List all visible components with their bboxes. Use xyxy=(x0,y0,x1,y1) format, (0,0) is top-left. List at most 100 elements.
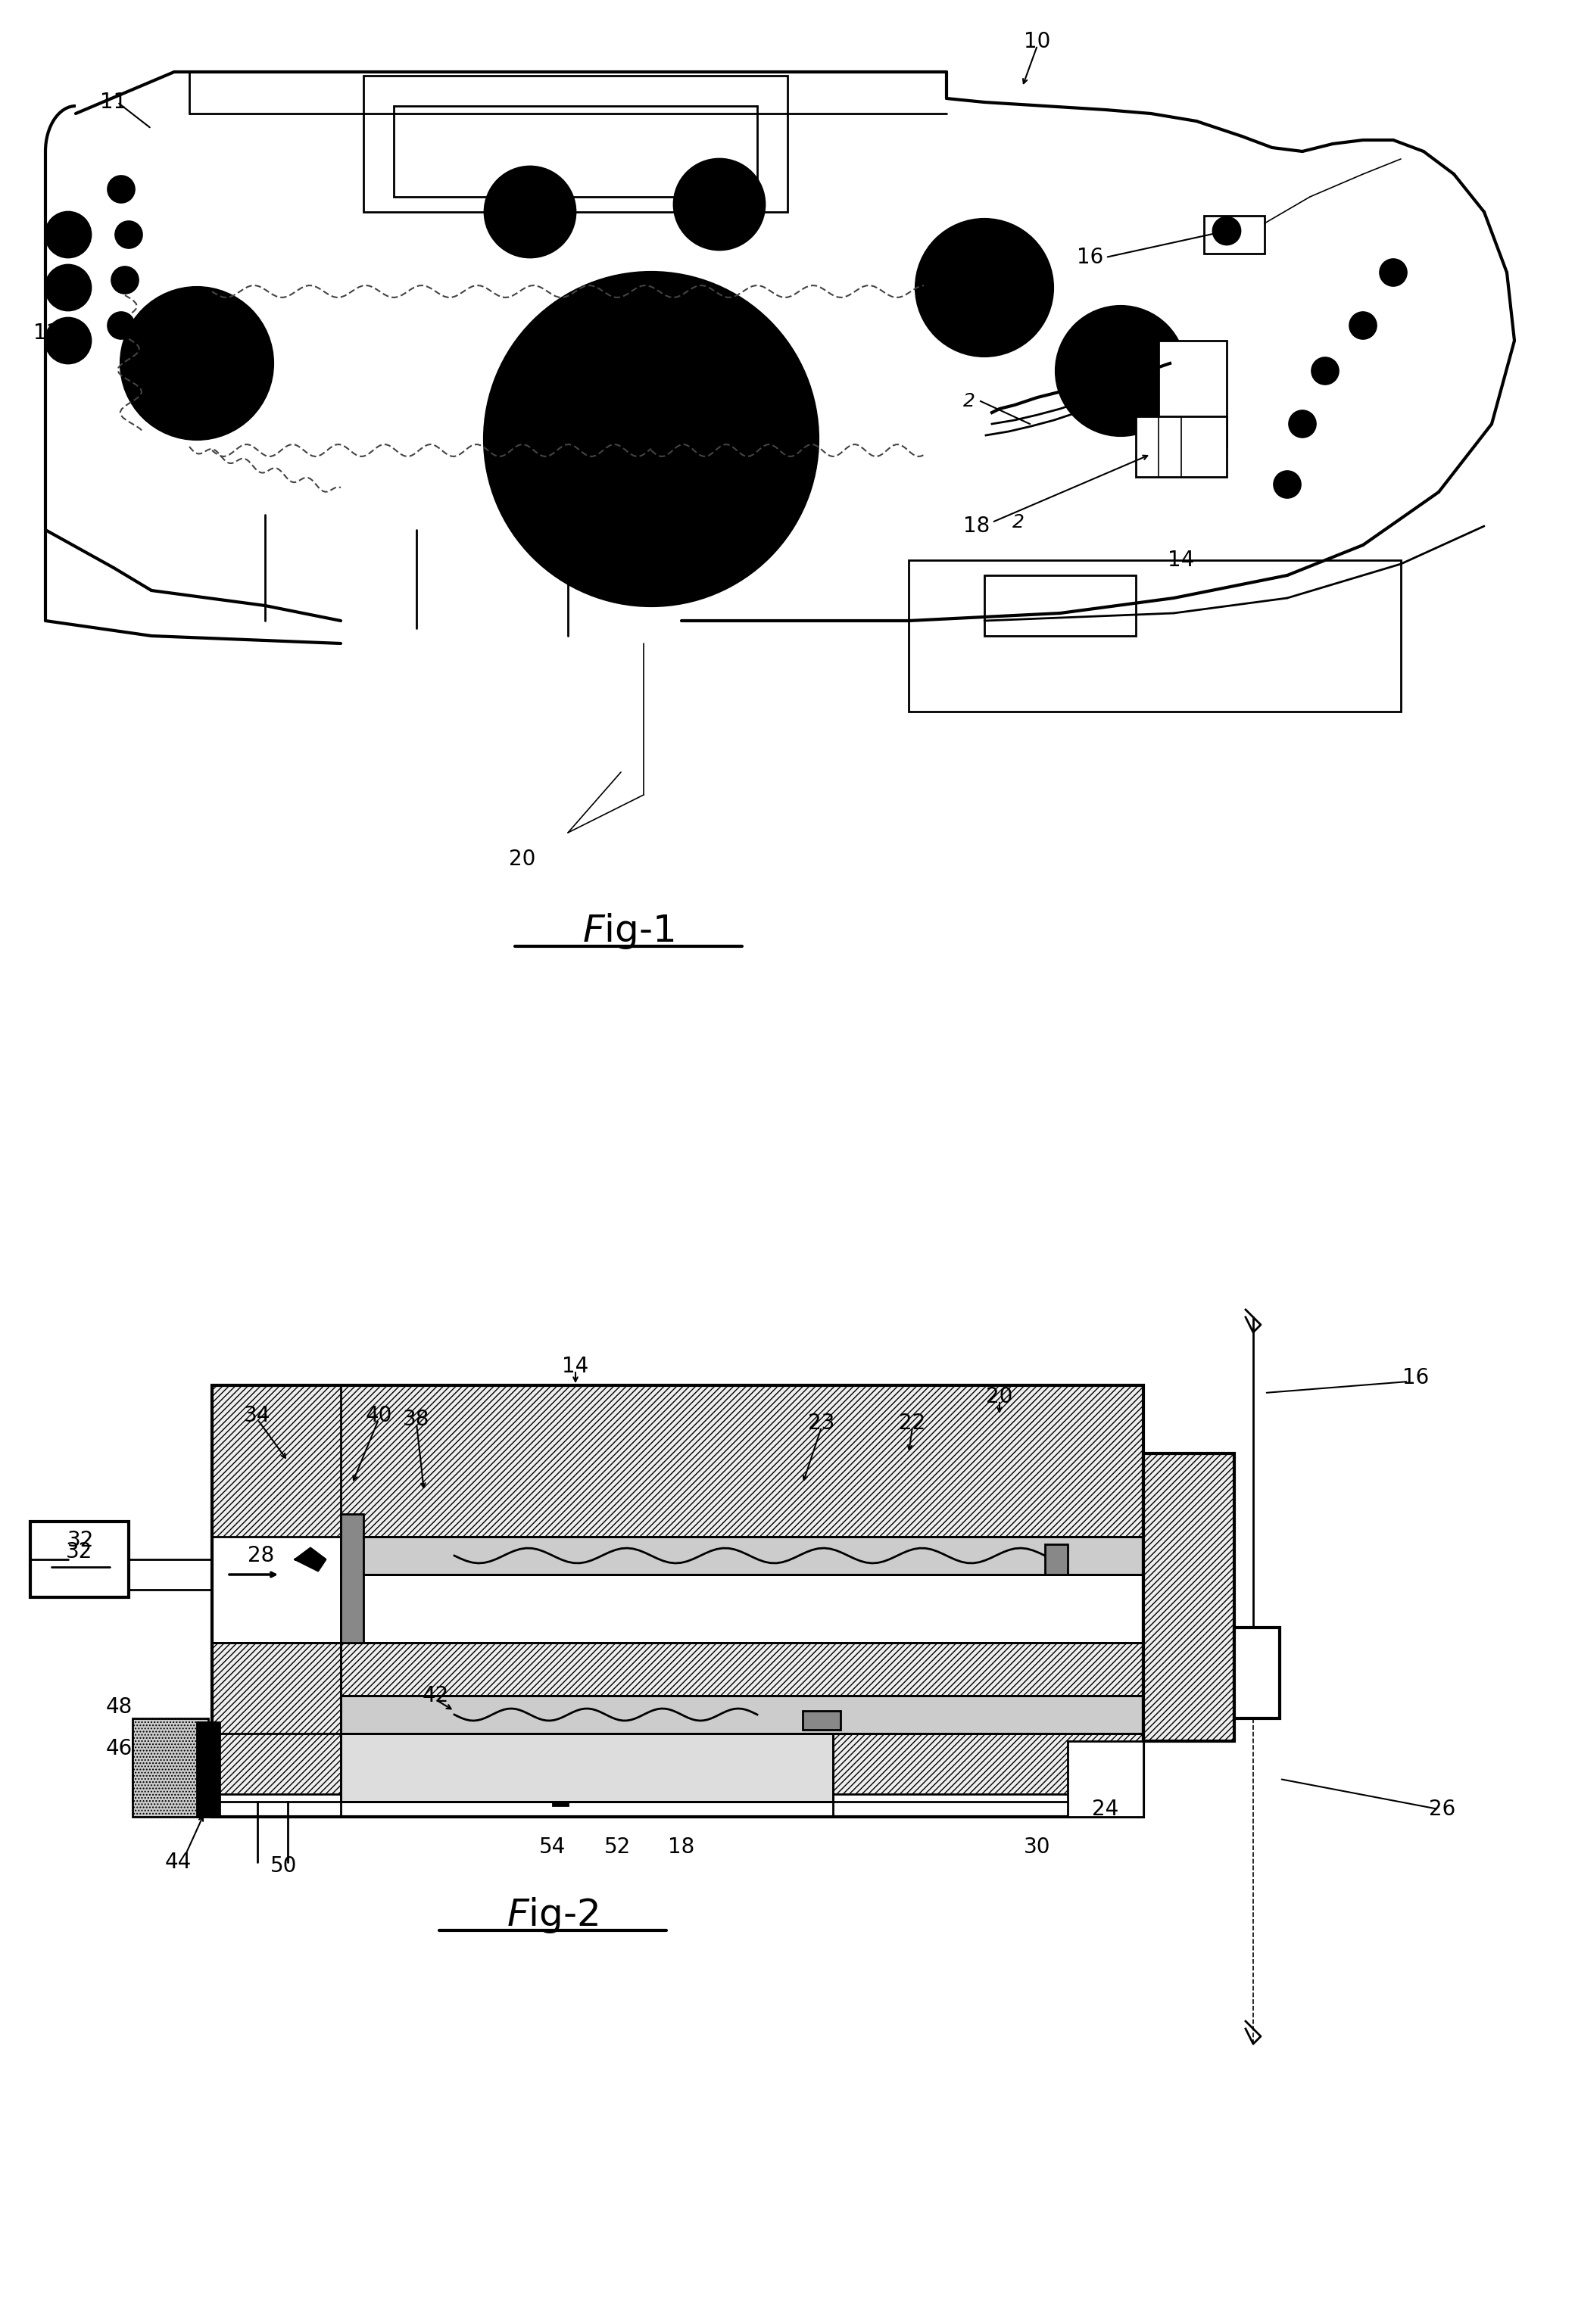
Text: 50: 50 xyxy=(271,1855,298,1875)
Text: 20: 20 xyxy=(986,1385,1013,1408)
Text: 23: 23 xyxy=(808,1413,835,1434)
Circle shape xyxy=(1288,411,1317,437)
Circle shape xyxy=(1274,472,1301,497)
Text: 54: 54 xyxy=(539,1836,565,1857)
Circle shape xyxy=(1109,358,1132,383)
Circle shape xyxy=(565,353,598,386)
Bar xyxy=(531,1745,553,1769)
Text: 18: 18 xyxy=(964,516,991,537)
Circle shape xyxy=(513,195,547,228)
Circle shape xyxy=(1213,216,1241,244)
Text: 16: 16 xyxy=(1077,246,1104,267)
Bar xyxy=(132,1717,208,1817)
Circle shape xyxy=(936,239,1033,337)
Circle shape xyxy=(613,402,690,476)
Circle shape xyxy=(531,318,772,560)
Bar xyxy=(197,1722,219,1817)
Circle shape xyxy=(635,323,668,358)
Circle shape xyxy=(1380,258,1406,286)
Text: 32: 32 xyxy=(68,1529,94,1550)
Bar xyxy=(1136,416,1227,476)
Text: 2: 2 xyxy=(964,393,975,411)
Circle shape xyxy=(112,267,139,293)
Text: 22: 22 xyxy=(899,1413,926,1434)
Text: $\it{F}$ig-2: $\it{F}$ig-2 xyxy=(507,1896,598,1936)
Circle shape xyxy=(121,288,272,439)
Circle shape xyxy=(512,300,791,579)
Bar xyxy=(1143,1452,1235,1741)
Bar xyxy=(553,1738,569,1806)
Circle shape xyxy=(107,311,135,339)
Circle shape xyxy=(732,423,767,456)
Circle shape xyxy=(591,379,712,500)
Bar xyxy=(1159,342,1227,446)
Bar xyxy=(1044,1543,1068,1576)
Circle shape xyxy=(496,179,564,246)
Text: 12: 12 xyxy=(33,323,60,344)
Circle shape xyxy=(1057,307,1184,435)
Text: 18: 18 xyxy=(668,1836,695,1857)
Text: $\it{F}$ig-1: $\it{F}$ig-1 xyxy=(583,911,674,951)
Text: 34: 34 xyxy=(244,1406,271,1427)
Bar xyxy=(364,77,788,211)
Text: 14: 14 xyxy=(562,1355,589,1378)
Bar xyxy=(1143,1452,1235,1741)
Circle shape xyxy=(674,158,765,249)
Circle shape xyxy=(107,177,135,202)
Bar xyxy=(213,1385,1143,1536)
Circle shape xyxy=(702,188,736,221)
Circle shape xyxy=(46,265,91,311)
Text: 28: 28 xyxy=(247,1545,274,1566)
Bar xyxy=(1068,1741,1143,1817)
Circle shape xyxy=(115,221,142,249)
Text: 44: 44 xyxy=(165,1852,191,1873)
Bar xyxy=(30,1522,129,1597)
Text: 38: 38 xyxy=(403,1408,430,1429)
Bar xyxy=(1203,216,1265,253)
Circle shape xyxy=(46,318,91,363)
Circle shape xyxy=(485,272,817,607)
Text: 52: 52 xyxy=(603,1836,630,1857)
Circle shape xyxy=(46,211,91,258)
Bar xyxy=(1235,1627,1279,1717)
Polygon shape xyxy=(296,1548,326,1571)
Text: 11: 11 xyxy=(101,91,128,114)
Text: 20: 20 xyxy=(509,848,536,869)
Bar xyxy=(340,1697,1143,1734)
Bar xyxy=(213,1385,1143,1817)
Circle shape xyxy=(181,349,213,379)
Text: 14: 14 xyxy=(1169,548,1194,572)
Circle shape xyxy=(917,218,1052,356)
Circle shape xyxy=(1312,358,1339,383)
Bar xyxy=(340,1536,1143,1576)
Text: 30: 30 xyxy=(1024,1836,1051,1857)
Bar xyxy=(340,1734,833,1801)
Bar xyxy=(394,107,758,198)
Bar xyxy=(340,1513,364,1643)
Text: 10: 10 xyxy=(1024,30,1051,51)
Text: 42: 42 xyxy=(422,1685,449,1706)
Text: 32: 32 xyxy=(66,1541,93,1562)
Text: 2: 2 xyxy=(1013,514,1024,532)
Bar xyxy=(340,1734,833,1801)
Circle shape xyxy=(536,423,570,456)
Text: 24: 24 xyxy=(1091,1799,1118,1820)
Circle shape xyxy=(1096,346,1145,395)
Circle shape xyxy=(1350,311,1377,339)
Circle shape xyxy=(704,353,737,386)
Bar xyxy=(984,576,1136,637)
Circle shape xyxy=(485,167,575,258)
Circle shape xyxy=(704,493,737,525)
Bar xyxy=(340,1536,1143,1576)
Circle shape xyxy=(167,332,227,393)
Bar xyxy=(213,1643,1143,1794)
Circle shape xyxy=(140,307,254,421)
Bar xyxy=(909,560,1400,711)
Circle shape xyxy=(970,274,999,302)
Circle shape xyxy=(565,493,598,525)
Circle shape xyxy=(685,170,753,239)
Text: 48: 48 xyxy=(106,1697,132,1717)
Text: 46: 46 xyxy=(106,1738,132,1759)
Circle shape xyxy=(1074,323,1167,418)
Circle shape xyxy=(632,421,669,458)
